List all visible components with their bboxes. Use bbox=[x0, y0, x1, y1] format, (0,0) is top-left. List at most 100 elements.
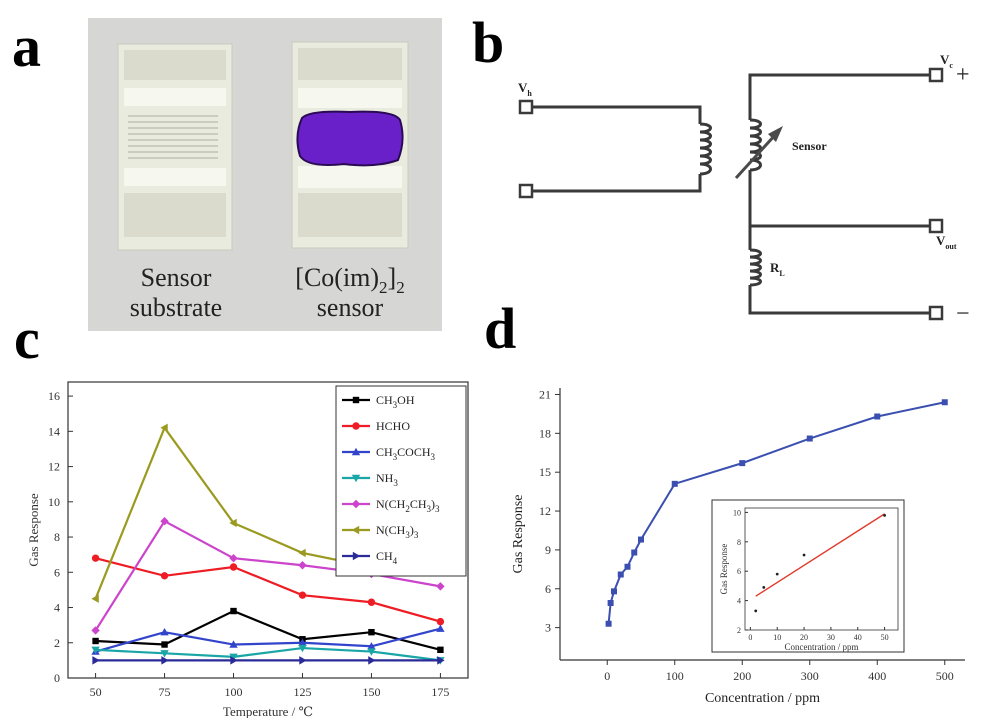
data-point bbox=[229, 563, 238, 571]
variable-arrow bbox=[734, 132, 778, 180]
y-tick-label: 10 bbox=[48, 495, 60, 509]
legend-label: NH3 bbox=[376, 471, 398, 488]
inset-data-point bbox=[883, 513, 886, 517]
minus-sign: − bbox=[956, 301, 970, 327]
plus-sign: + bbox=[956, 62, 970, 88]
data-point bbox=[617, 571, 624, 578]
x-tick-label: 75 bbox=[159, 685, 171, 699]
legend-label: N(CH3)3 bbox=[376, 523, 419, 540]
data-point bbox=[161, 656, 169, 665]
sensor-caption-line1: [Co(im)2]2 bbox=[295, 263, 404, 297]
data-point bbox=[161, 641, 168, 648]
data-point bbox=[605, 620, 612, 627]
legend-marker bbox=[351, 474, 361, 483]
inset-y-tick-label: 10 bbox=[733, 508, 741, 517]
inset-data-point bbox=[762, 585, 766, 589]
sensor-substrate-image bbox=[117, 43, 233, 251]
x-tick-label: 175 bbox=[431, 685, 449, 699]
y-tick-label: 12 bbox=[539, 504, 551, 518]
y-tick-label: 2 bbox=[54, 636, 60, 650]
inset-y-axis-label: Gas Response bbox=[719, 544, 729, 595]
data-point bbox=[806, 435, 813, 442]
data-point bbox=[160, 650, 169, 658]
x-axis-label: Concentration / ppm bbox=[705, 691, 820, 706]
series-line-0 bbox=[95, 609, 441, 651]
load-resistor-coil bbox=[749, 248, 762, 287]
panel-label-b: b bbox=[472, 10, 505, 75]
data-point bbox=[230, 607, 237, 615]
y-tick-label: 16 bbox=[48, 389, 60, 403]
data-point bbox=[92, 656, 100, 665]
x-tick-label: 500 bbox=[936, 669, 954, 683]
substrate-caption-line2: substrate bbox=[130, 293, 222, 322]
inset-x-tick-label: 20 bbox=[800, 633, 808, 642]
legend-label: CH4 bbox=[376, 549, 398, 566]
x-tick-label: 125 bbox=[293, 685, 311, 699]
co-im-sensor-image bbox=[291, 41, 409, 249]
y-tick-label: 6 bbox=[545, 582, 551, 596]
sensor-caption-line2: sensor bbox=[317, 293, 384, 322]
data-point bbox=[298, 638, 307, 646]
x-tick-label: 100 bbox=[666, 669, 684, 683]
data-point bbox=[436, 624, 445, 632]
data-point bbox=[611, 588, 617, 595]
y-tick-label: 12 bbox=[48, 460, 60, 474]
data-point bbox=[367, 648, 376, 656]
series-line-3 bbox=[95, 646, 441, 662]
terminal-vc bbox=[928, 67, 944, 83]
series-line-1 bbox=[95, 557, 441, 623]
panel-label-a: a bbox=[12, 14, 41, 79]
legend-marker bbox=[352, 396, 360, 404]
data-point bbox=[92, 637, 99, 645]
inset-y-tick-label: 6 bbox=[737, 567, 741, 576]
data-point bbox=[160, 627, 169, 636]
inset-data-point bbox=[775, 572, 779, 576]
data-point bbox=[671, 480, 678, 487]
inset-x-tick-label: 10 bbox=[773, 633, 781, 642]
vh-label: Vh bbox=[518, 80, 532, 98]
data-point bbox=[229, 653, 238, 662]
y-tick-label: 9 bbox=[545, 543, 551, 557]
legend-label: CH3COCH3 bbox=[376, 445, 436, 462]
inset-y-tick-label: 8 bbox=[737, 538, 741, 547]
circuit-diagram: Vh Vc + Sensor Vout RL − bbox=[518, 52, 970, 327]
y-tick-label: 3 bbox=[545, 621, 551, 635]
data-point bbox=[638, 536, 644, 543]
inset-y-tick-label: 2 bbox=[737, 626, 741, 635]
data-point bbox=[298, 591, 307, 599]
terminal-vout bbox=[928, 218, 944, 234]
data-point bbox=[368, 628, 375, 636]
data-point bbox=[230, 656, 238, 665]
legend-marker bbox=[351, 447, 361, 456]
terminal-ground bbox=[928, 305, 944, 321]
data-point bbox=[298, 644, 307, 653]
substrate-caption-line1: Sensor bbox=[141, 263, 212, 292]
legend-label: N(CH2CH3)3 bbox=[376, 497, 440, 514]
panel-label-c: c bbox=[14, 306, 40, 371]
data-point bbox=[229, 640, 238, 648]
sensor-photo: Sensor substrate [Co(im)2]2 sensor bbox=[88, 18, 442, 331]
inset-data-point bbox=[754, 609, 758, 613]
x-tick-label: 400 bbox=[868, 669, 886, 683]
sensor-label: Sensor bbox=[792, 139, 827, 153]
vout-label: Vout bbox=[936, 233, 957, 251]
x-tick-label: 200 bbox=[733, 669, 751, 683]
inset-x-tick-label: 50 bbox=[881, 633, 889, 642]
data-point bbox=[91, 594, 99, 603]
sensor-coil bbox=[749, 118, 762, 172]
data-point bbox=[874, 413, 881, 420]
data-point bbox=[298, 548, 306, 558]
data-point bbox=[298, 561, 307, 570]
y-tick-label: 4 bbox=[54, 601, 60, 615]
x-tick-label: 0 bbox=[604, 669, 610, 683]
vc-label: Vc bbox=[940, 52, 953, 70]
data-point bbox=[229, 518, 237, 528]
y-tick-label: 6 bbox=[54, 565, 60, 579]
legend-marker bbox=[351, 525, 360, 535]
legend-box bbox=[335, 385, 467, 577]
y-tick-label: 8 bbox=[54, 530, 60, 544]
y-tick-label: 15 bbox=[539, 465, 551, 479]
inset-x-tick-label: 30 bbox=[827, 633, 835, 642]
terminal-heater-ground bbox=[518, 183, 534, 199]
inset-plot-frame bbox=[744, 507, 899, 631]
